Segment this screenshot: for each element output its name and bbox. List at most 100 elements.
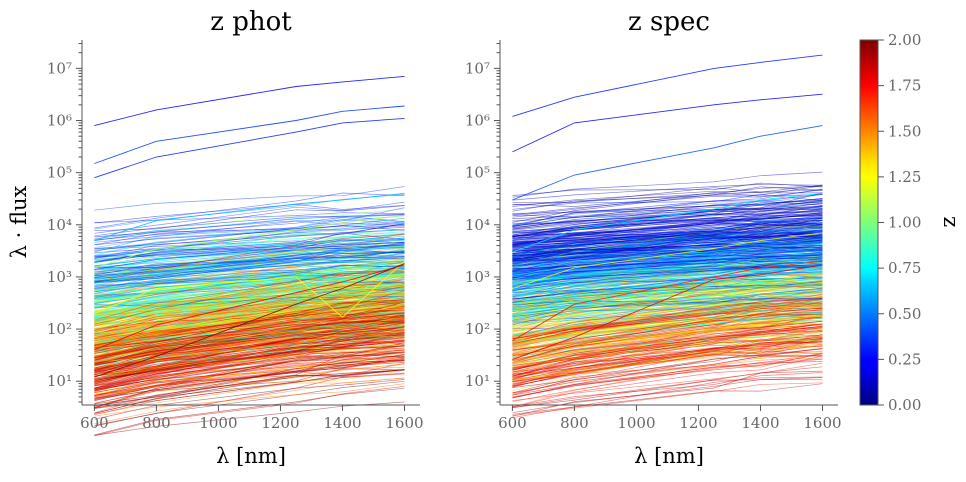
spectrum-line [94, 238, 405, 271]
spectrum-line [94, 369, 405, 414]
spectrum-line [512, 93, 823, 153]
spectrum-line [512, 271, 823, 316]
colorbar-tick-label: 0.50 [888, 305, 921, 323]
chart-title: z phot [210, 7, 292, 37]
spectrum-line [94, 263, 405, 378]
x-tick-label: 600 [80, 414, 109, 432]
y-tick-label: 10¹ [465, 372, 490, 390]
spectrum-line [512, 350, 823, 394]
spectrum-line [94, 309, 405, 334]
series-lines [512, 54, 823, 419]
spectrum-line [94, 307, 405, 350]
spectrum-line [94, 362, 405, 399]
spectrum-line [512, 194, 823, 210]
spectrum-line [512, 233, 823, 243]
spectrum-line [94, 243, 405, 270]
spectrum-line [512, 258, 823, 280]
spectrum-line [94, 325, 405, 365]
spectrum-line [94, 259, 405, 312]
spectrum-line [94, 369, 405, 405]
colorbar-tick-label: 0.00 [888, 396, 921, 414]
spectrum-line [512, 256, 823, 278]
spectrum-line [94, 344, 405, 399]
spectrum-line [94, 213, 405, 238]
spectrum-line [94, 291, 405, 317]
chart-panel-z-phot: z phot 10¹ 10² 10³ 10⁴ 10⁵ 10⁶ 10⁷ 600 800 1000 1… [7, 7, 424, 468]
spectrum-line [512, 323, 823, 361]
spectrum-line [512, 235, 823, 262]
spectrum-line [94, 339, 405, 391]
spectrum-line [512, 171, 823, 198]
spectrum-line [94, 349, 405, 375]
x-tick-label: 1600 [803, 414, 841, 432]
spectrum-line [512, 345, 823, 373]
spectrum-line [94, 309, 405, 348]
spectrum-line [512, 370, 823, 417]
spectrum-line [512, 319, 823, 361]
spectrum-line [94, 387, 405, 436]
spectrum-line [512, 185, 823, 212]
spectrum-line [94, 240, 405, 277]
spectrum-line [512, 192, 823, 253]
colorbar-ticks: 0.00 0.25 0.50 0.75 1.00 1.25 1.50 1.75 2.00 [878, 31, 921, 414]
spectrum-line [94, 223, 405, 263]
spectrum-line [512, 298, 823, 340]
spectrum-line [512, 286, 823, 316]
spectrum-line [94, 260, 405, 318]
spectrum-line [512, 125, 823, 201]
spectrum-line [512, 276, 823, 322]
x-tick-label: 1200 [261, 414, 299, 432]
y-tick-label: 10⁵ [47, 164, 72, 182]
spectrum-line [94, 117, 405, 179]
spectrum-line [94, 219, 405, 241]
spectrum-line [512, 227, 823, 252]
spectrum-line [94, 215, 405, 237]
spectrum-line [94, 279, 405, 324]
spectrum-line [512, 300, 823, 315]
spectrum-line [512, 323, 823, 377]
spectrum-line [512, 246, 823, 260]
spectrum-line [512, 274, 823, 305]
spectrum-line [512, 232, 823, 289]
spectrum-line [512, 241, 823, 270]
spectrum-line [512, 187, 823, 206]
spectrum-line [512, 377, 823, 409]
spectrum-line [94, 320, 405, 366]
x-tick-label: 600 [498, 414, 527, 432]
spectrum-line [94, 227, 405, 259]
spectrum-line [94, 282, 405, 308]
spectrum-line [94, 379, 405, 420]
spectrum-line [512, 382, 823, 416]
spectrum-line [512, 352, 823, 408]
chart-title: z spec [628, 7, 710, 37]
spectrum-line [512, 264, 823, 361]
spectrum-line [94, 307, 405, 347]
colorbar-tick-label: 1.75 [888, 77, 921, 95]
spectrum-line [512, 355, 823, 408]
x-tick-label: 1000 [199, 414, 237, 432]
spectrum-line [94, 370, 405, 394]
spectrum-line [94, 192, 405, 229]
spectrum-line [512, 338, 823, 368]
spectrum-line [94, 292, 405, 338]
x-tick-label: 1200 [679, 414, 717, 432]
spectrum-line [94, 350, 405, 389]
spectrum-line [512, 338, 823, 375]
spectrum-line [512, 338, 823, 382]
series-lines [94, 75, 405, 437]
spectrum-line [94, 260, 405, 283]
spectrum-line [512, 312, 823, 355]
spectrum-line [512, 233, 823, 240]
spectrum-line [94, 290, 405, 319]
spectrum-line [512, 229, 823, 255]
spectrum-line [512, 254, 823, 277]
spectrum-line [512, 335, 823, 368]
spectrum-line [94, 265, 405, 304]
spectrum-line [512, 263, 823, 287]
spectrum-line [512, 306, 823, 325]
y-tick-label: 10⁵ [465, 164, 490, 182]
spectrum-line [512, 292, 823, 343]
spectrum-line [94, 311, 405, 350]
